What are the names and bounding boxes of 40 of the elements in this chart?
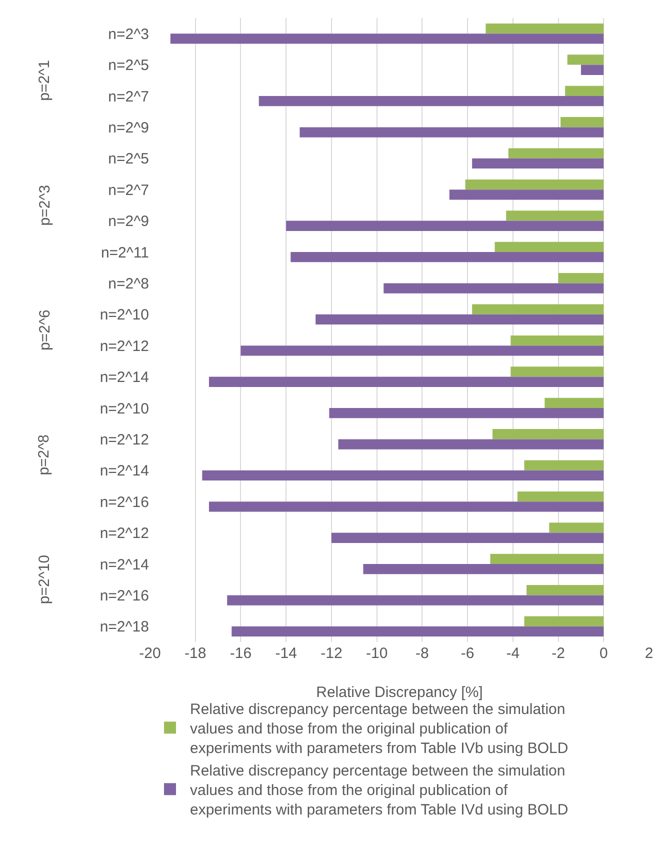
y-tick-label: n=2^14	[100, 369, 149, 386]
y-tick-label: n=2^12	[100, 431, 149, 448]
y-tick-label: n=2^7	[108, 88, 149, 106]
y-tick-label: n=2^5	[108, 57, 149, 74]
y-tick-label: n=2^16	[100, 494, 149, 511]
x-tick-label: -18	[184, 645, 206, 662]
legend-label: Relative discrepancy percentage between the simulation values and those from the original publication of experiments with parameters from Table IVd using BOLD	[190, 762, 568, 819]
text: p=2^10	[36, 554, 53, 604]
x-tick-label: -10	[366, 645, 388, 662]
text: p=2^6	[36, 310, 54, 350]
text: p=2^1	[36, 60, 54, 101]
y-tick-label: n=2^9	[108, 213, 149, 230]
x-tick-label: 2	[644, 645, 654, 662]
y-tick-label: n=2^16	[100, 587, 149, 604]
y-tick-label: n=2^5	[108, 150, 149, 168]
y-tick-label: n=2^14	[100, 556, 149, 574]
y-tick-label: n=2^11	[100, 244, 149, 262]
x-tick-label: -6	[460, 645, 474, 662]
y-tick-label: n=2^18	[100, 618, 149, 636]
x-tick-label: -14	[275, 645, 297, 662]
x-tick-label: -16	[230, 645, 252, 662]
y-tick-label: n=2^10	[100, 400, 149, 418]
x-tick-label: 0	[599, 645, 608, 662]
x-tick-label: -12	[320, 645, 342, 662]
y-tick-label: n=2^7	[108, 182, 149, 199]
legend-label: Relative discrepancy percentage between the simulation values and those from the original publication of experiments with parameters from Table IVb using BOLD	[190, 701, 568, 758]
y-tick-label: n=2^8	[108, 275, 149, 292]
text: p=2^8	[36, 434, 53, 476]
y-tick-label: n=2^9	[108, 119, 149, 136]
y-tick-label: n=2^12	[100, 338, 149, 355]
x-tick-label: -4	[506, 645, 520, 662]
x-axis-title: Relative Discrepancy [%]	[316, 684, 483, 701]
y-tick-label: n=2^12	[100, 525, 149, 542]
x-tick-label: -8	[416, 645, 429, 662]
y-tick-label: n=2^10	[100, 306, 149, 324]
x-tick-label: -20	[139, 645, 161, 662]
text: p=2^3	[36, 184, 54, 226]
y-tick-label: n=2^3	[108, 26, 149, 43]
x-tick-label: -2	[552, 645, 565, 662]
y-tick-label: n=2^14	[100, 462, 149, 480]
